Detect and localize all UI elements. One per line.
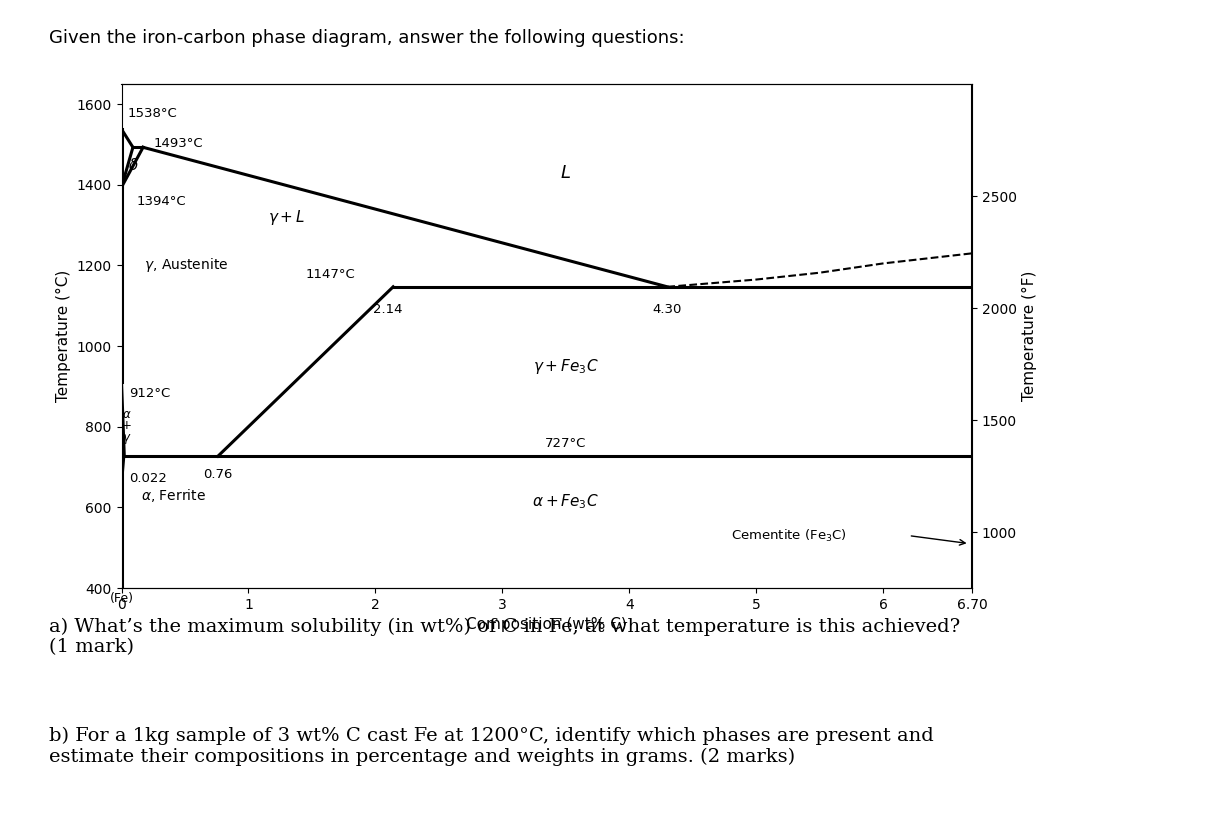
Text: $\alpha$, Ferrite: $\alpha$, Ferrite [141,486,205,504]
Text: Given the iron-carbon phase diagram, answer the following questions:: Given the iron-carbon phase diagram, ans… [49,29,684,47]
Text: $\gamma$, Austenite: $\gamma$, Austenite [145,256,228,275]
Y-axis label: Temperature (°F): Temperature (°F) [1022,270,1038,402]
Text: 912°C: 912°C [129,387,170,400]
Text: L: L [561,164,571,181]
Text: 727°C: 727°C [546,437,587,450]
Text: 2.14: 2.14 [373,302,403,316]
Y-axis label: Temperature (°C): Temperature (°C) [56,270,70,402]
Text: $\gamma + Fe_3C$: $\gamma + Fe_3C$ [533,357,599,375]
Text: 0.022: 0.022 [129,472,166,485]
Text: a) What’s the maximum solubility (in wt%) of C in Fe, at what temperature is thi: a) What’s the maximum solubility (in wt%… [49,617,960,656]
Text: 0.76: 0.76 [203,468,232,480]
Text: $\alpha$
+
$\gamma$: $\alpha$ + $\gamma$ [122,407,131,446]
Text: Cementite (Fe$_3$C): Cementite (Fe$_3$C) [730,528,847,543]
Text: $\delta$: $\delta$ [128,156,139,173]
Text: $\alpha + Fe_3C$: $\alpha + Fe_3C$ [532,492,599,511]
Text: 1394°C: 1394°C [137,195,186,207]
Text: $\gamma + L$: $\gamma + L$ [267,207,305,227]
Text: 1493°C: 1493°C [153,137,203,150]
X-axis label: Composition (wt% C): Composition (wt% C) [467,617,627,633]
Text: 1538°C: 1538°C [128,108,177,120]
Text: (Fe): (Fe) [109,592,134,605]
Text: 4.30: 4.30 [652,302,682,316]
Text: 1147°C: 1147°C [305,268,355,281]
Text: b) For a 1kg sample of 3 wt% C cast Fe at 1200°C, identify which phases are pres: b) For a 1kg sample of 3 wt% C cast Fe a… [49,727,933,766]
